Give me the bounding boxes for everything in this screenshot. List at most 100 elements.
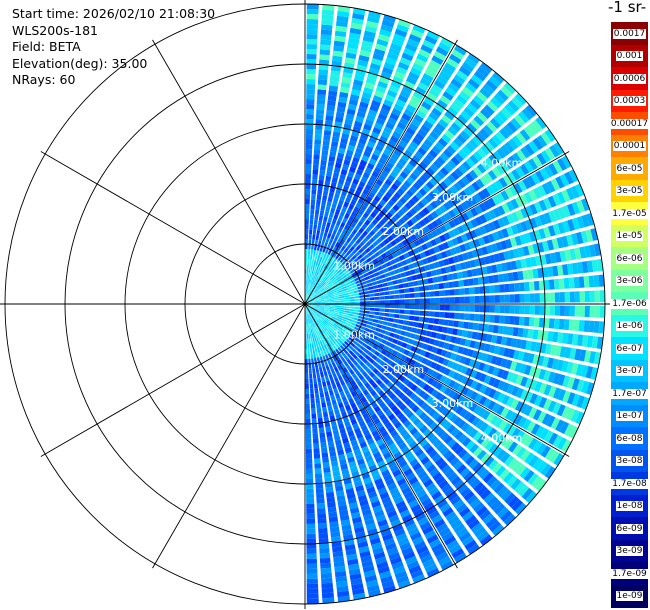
range-bin <box>424 405 433 414</box>
range-bin <box>307 353 311 359</box>
range-bin <box>473 502 485 513</box>
range-bin <box>417 259 424 267</box>
range-bin <box>524 305 530 315</box>
range-bin <box>340 519 351 527</box>
range-bin <box>459 304 465 312</box>
range-bin <box>329 283 335 288</box>
range-bin <box>348 313 354 317</box>
range-bin <box>315 276 319 282</box>
range-bin <box>306 284 309 290</box>
range-bin <box>309 279 312 285</box>
range-bin <box>332 252 338 258</box>
range-bin <box>345 52 357 60</box>
range-bin <box>351 228 358 235</box>
range-bin <box>481 333 488 342</box>
range-bin <box>460 397 469 407</box>
range-bin <box>474 205 483 215</box>
range-bin <box>463 187 473 197</box>
range-bin <box>354 224 361 231</box>
range-bin <box>317 284 322 290</box>
range-bin <box>306 508 315 514</box>
range-bin <box>342 267 348 273</box>
range-bin <box>320 572 333 579</box>
range-bin <box>532 268 539 279</box>
range-bin <box>408 122 419 132</box>
range-bin <box>400 416 409 424</box>
range-bin <box>369 495 380 504</box>
range-bin <box>338 279 344 284</box>
range-bin <box>369 329 375 335</box>
range-bin <box>363 570 376 578</box>
azimuth-spoke <box>304 303 458 569</box>
range-bin <box>438 118 449 129</box>
range-bin <box>385 542 397 551</box>
range-bin <box>470 478 481 489</box>
range-bin <box>537 185 547 197</box>
range-bin <box>552 208 562 221</box>
range-bin <box>408 476 419 486</box>
range-bin <box>309 224 313 230</box>
range-bin <box>317 292 322 296</box>
range-bin <box>336 157 343 164</box>
range-bin <box>308 306 314 311</box>
range-bin <box>437 194 446 204</box>
range-bin <box>556 404 566 417</box>
range-bin <box>349 342 356 348</box>
range-bin <box>450 442 461 452</box>
range-bin <box>354 309 360 313</box>
range-bin <box>403 149 413 158</box>
range-bin <box>306 563 318 569</box>
range-bin <box>510 198 520 210</box>
range-bin <box>430 389 439 398</box>
range-bin <box>368 532 380 541</box>
range-bin <box>454 245 462 254</box>
range-bin <box>305 154 312 160</box>
colorbar-tick-label: 0.0017 <box>612 28 647 39</box>
range-bin <box>310 312 314 317</box>
range-bin <box>346 338 352 344</box>
range-bin <box>455 405 464 415</box>
range-bin <box>306 269 309 275</box>
range-bin <box>581 334 589 347</box>
range-bin <box>307 294 310 300</box>
range-bin <box>385 191 393 199</box>
range-bin <box>379 329 386 334</box>
range-bin <box>349 356 355 362</box>
range-bin <box>426 30 440 41</box>
range-bin <box>392 263 399 270</box>
range-bin <box>389 299 395 304</box>
range-bin <box>559 305 565 317</box>
range-bin <box>486 121 498 133</box>
range-bin <box>563 319 570 331</box>
range-bin <box>393 451 403 460</box>
range-bin <box>492 390 501 401</box>
range-bin <box>322 597 335 604</box>
range-bin <box>320 361 325 367</box>
ring-label-layer: 1.00km2.00km3.00km4.00km1.00km2.00km3.00… <box>333 156 522 444</box>
range-bin <box>438 41 451 52</box>
range-bin <box>354 427 362 435</box>
range-bin <box>319 557 331 564</box>
range-bin <box>411 444 421 454</box>
range-bin <box>431 229 439 238</box>
range-bin <box>502 273 509 282</box>
range-bin <box>318 309 324 313</box>
range-bin <box>383 500 394 509</box>
range-bin <box>352 329 359 334</box>
range-bin <box>405 555 418 565</box>
range-bin <box>317 417 324 424</box>
range-bin <box>469 169 479 180</box>
range-bin <box>338 453 346 461</box>
range-bin <box>500 190 510 201</box>
range-bin <box>305 244 308 250</box>
range-bin <box>343 354 349 361</box>
colorbar-tick-label: 1.7e-09 <box>611 568 648 579</box>
range-bin <box>361 378 368 385</box>
range-bin <box>555 176 565 189</box>
range-bin <box>373 434 382 442</box>
range-bin <box>305 149 313 155</box>
colorbar-tick-label: 1e-09 <box>615 591 644 601</box>
range-bin <box>564 305 570 317</box>
range-bin <box>320 315 326 320</box>
range-bin <box>389 290 395 295</box>
